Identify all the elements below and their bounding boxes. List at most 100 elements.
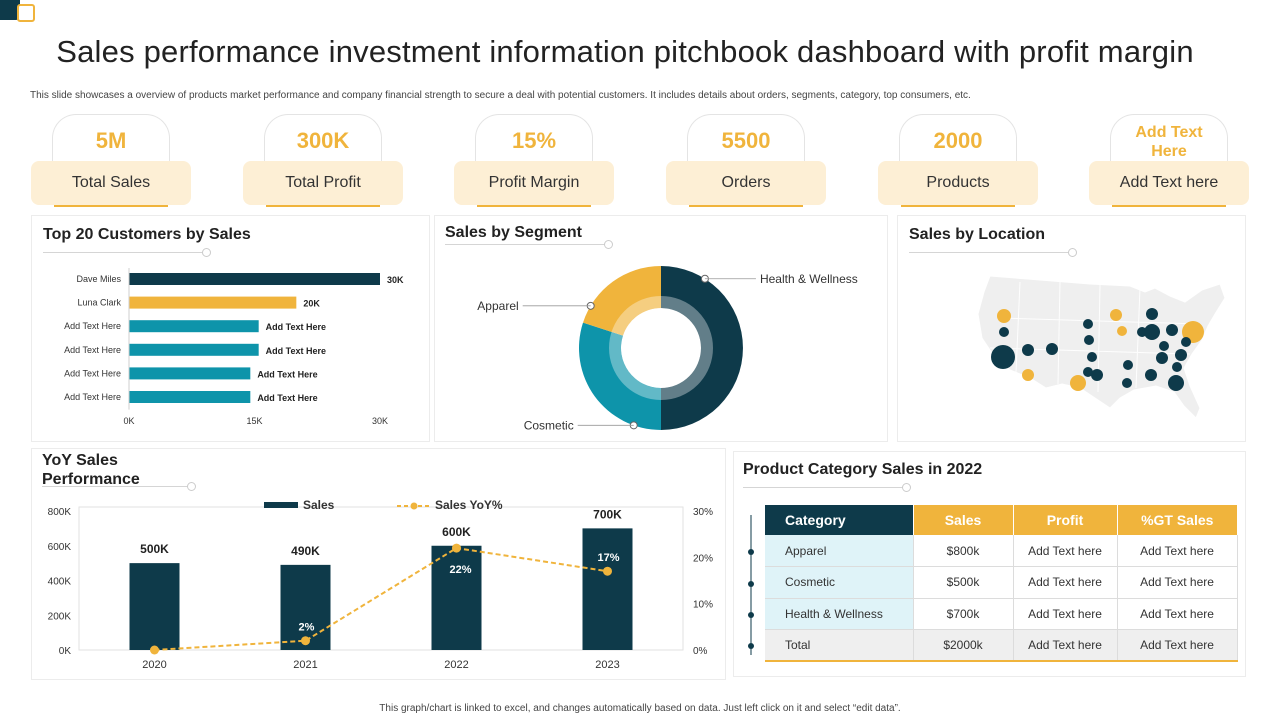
customer-value-label: Add Text Here (266, 322, 326, 332)
location-marker (1146, 308, 1158, 320)
location-marker (1144, 324, 1160, 340)
location-marker (1091, 369, 1103, 381)
row-marker-dot (748, 643, 754, 649)
segment-donut-chart: Health & Wellness Cosmetic Apparel (477, 266, 858, 432)
location-marker (1087, 352, 1097, 362)
kpi-card-custom: Add Text Here Add Text here (1089, 114, 1249, 208)
yoy-sales-bar (431, 545, 482, 650)
customer-label: Add Text Here (64, 368, 121, 378)
location-marker (1022, 369, 1034, 381)
kpi-label: Products (878, 161, 1038, 205)
cell-gt-sales: Add Text here (1117, 629, 1238, 662)
customer-label: Luna Clark (77, 298, 121, 308)
yoy-combo-chart: 0K 200K 400K 600K 800K 0% 10% 20% 30% 500K 2020 490… (48, 498, 713, 671)
location-marker (999, 327, 1009, 337)
legend-label-yoy: Sales YoY% (435, 498, 503, 512)
kpi-card-profit-margin: 15% Profit Margin (454, 114, 614, 208)
table-row-markers (748, 515, 754, 655)
cell-category: Total (765, 629, 914, 662)
location-marker (1181, 337, 1191, 347)
brand-square-dark (0, 0, 20, 20)
location-marker (1159, 341, 1169, 351)
usa-location-map (977, 275, 1226, 419)
donut-slice (579, 322, 661, 430)
yoy-percent-label: 2% (299, 622, 315, 634)
category-sales-table: Category Sales Profit %GT Sales Apparel … (765, 505, 1238, 662)
yoy-x-tick: 2022 (444, 659, 468, 671)
location-marker (1145, 369, 1157, 381)
yoy-y-tick: 0K (59, 646, 72, 657)
customer-bar (129, 343, 259, 356)
donut-slice (583, 266, 661, 336)
kpi-value: Add Text Here (1135, 124, 1203, 160)
yoy-y-tick: 600K (48, 542, 72, 553)
cell-gt-sales: Add Text here (1117, 598, 1238, 630)
kpi-label: Total Profit (243, 161, 403, 205)
customer-bar (129, 320, 259, 333)
col-header-profit: Profit (1012, 505, 1117, 535)
customer-label: Add Text Here (64, 321, 121, 331)
yoy-plot-frame (78, 506, 684, 651)
cell-category: Health & Wellness (765, 598, 914, 630)
customers-x-tick: 0K (123, 416, 134, 426)
donut-slice (661, 266, 743, 430)
panel-title-customers: Top 20 Customers by Sales (43, 226, 251, 243)
yoy-bar-label: 490K (291, 544, 320, 558)
donut-label: Health & Wellness (760, 272, 858, 286)
cell-category: Apparel (765, 535, 914, 567)
location-marker (1122, 378, 1132, 388)
kpi-label: Profit Margin (454, 161, 614, 205)
customers-x-tick: 30K (372, 416, 388, 426)
yoy-x-tick: 2021 (293, 659, 317, 671)
kpi-label: Add Text here (1089, 161, 1249, 205)
yoy-percent-point (150, 645, 159, 655)
yoy-bar-label: 700K (593, 507, 622, 521)
yoy-y-tick: 400K (48, 577, 72, 588)
kpi-value: 15% (511, 128, 557, 153)
kpi-label: Orders (666, 161, 826, 205)
customer-bar (129, 367, 251, 380)
yoy-y-tick: 800K (48, 507, 72, 518)
cell-sales: $2000k (913, 629, 1014, 662)
customer-value-label: 30K (387, 275, 404, 285)
location-marker (997, 309, 1011, 323)
customers-x-tick: 15K (246, 416, 262, 426)
yoy-y2-tick: 30% (693, 507, 713, 518)
customer-label: Dave Miles (76, 274, 121, 284)
row-marker-dot (748, 549, 754, 555)
col-header-gt-sales: %GT Sales (1116, 505, 1237, 535)
customer-value-label: Add Text Here (257, 393, 317, 403)
table-header-row: Category Sales Profit %GT Sales (765, 505, 1237, 535)
kpi-value: 2000 (933, 128, 983, 153)
cell-sales: $500k (913, 566, 1014, 599)
yoy-y-tick: 200K (48, 611, 72, 622)
location-marker (1156, 352, 1168, 364)
customer-value-label: 20K (303, 299, 320, 309)
cell-sales: $800k (913, 535, 1014, 567)
yoy-x-tick: 2023 (595, 659, 619, 671)
brand-corner-mark (0, 0, 40, 26)
kpi-card-total-sales: 5M Total Sales (31, 114, 191, 208)
table-row: Cosmetic $500k Add Text here Add Text he… (765, 566, 1238, 599)
kpi-card-orders: 5500 Orders (666, 114, 826, 208)
footer-note: This graph/chart is linked to excel, and… (379, 703, 901, 714)
legend-swatch-sales (264, 502, 298, 508)
cell-sales: $700k (913, 598, 1014, 630)
location-marker (1022, 344, 1034, 356)
location-marker (1168, 375, 1184, 391)
panel-title-segment: Sales by Segment (445, 224, 582, 241)
yoy-sales-bar (280, 564, 331, 650)
location-marker (1083, 319, 1093, 329)
location-marker (1123, 360, 1133, 370)
yoy-percent-point (452, 543, 461, 553)
customer-bar (129, 296, 297, 309)
page-title: Sales performance investment information… (56, 34, 1194, 69)
location-marker (1084, 335, 1094, 345)
customer-value-label: Add Text Here (257, 369, 317, 379)
kpi-value: 5500 (721, 128, 771, 153)
kpi-label: Total Sales (31, 161, 191, 205)
cell-gt-sales: Add Text here (1117, 566, 1238, 599)
legend-dot-yoy (410, 502, 418, 510)
state-borders (989, 281, 1201, 393)
table-row-total: Total $2000k Add Text here Add Text here (765, 629, 1238, 662)
